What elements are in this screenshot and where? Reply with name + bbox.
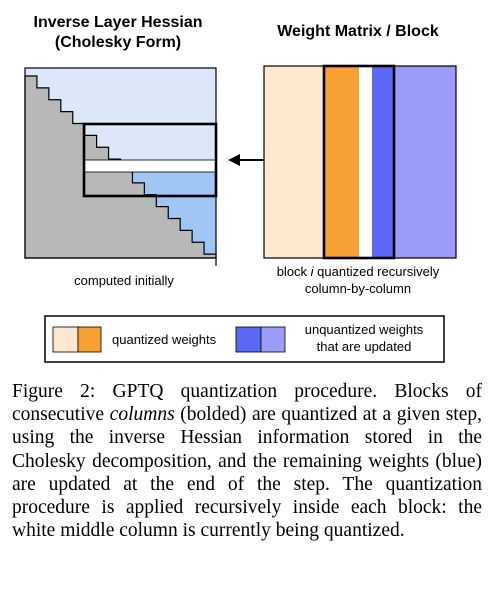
- figure-caption: Figure 2: GPTQ quantization procedure. B…: [12, 381, 482, 542]
- gptq-diagram: Inverse Layer Hessian (Cholesky Form) We…: [24, 14, 457, 363]
- weight-caption-line2: column-by-column: [305, 281, 411, 296]
- hessian-frame: [24, 67, 217, 259]
- hessian-title-line2: (Cholesky Form): [55, 34, 181, 51]
- weight-matrix-title: Weight Matrix / Block: [277, 23, 439, 40]
- current-column: [359, 66, 372, 258]
- hessian-caption: computed initially: [74, 273, 174, 288]
- quantized-columns-light: [264, 66, 324, 258]
- legend-swatch-unquantized-light: [260, 326, 286, 353]
- legend-swatch-unquantized-dark: [235, 326, 262, 353]
- legend: quantized weights unquantized weights th…: [44, 315, 445, 363]
- legend-unquantized-line1: unquantized weights: [305, 322, 424, 337]
- legend-swatch-quantized-light: [52, 326, 79, 353]
- unquantized-columns-light: [394, 66, 456, 258]
- hessian-title-line1: Inverse Layer Hessian: [34, 14, 203, 31]
- unquantized-columns-block: [372, 66, 394, 258]
- weight-caption-line1: block i quantized recursively: [277, 264, 440, 279]
- weight-block-outline: [322, 64, 396, 260]
- weight-matrix: [263, 64, 457, 260]
- hessian-matrix: [24, 67, 218, 266]
- legend-swatch-quantized-dark: [77, 326, 102, 353]
- legend-quantized-label: quantized weights: [112, 332, 217, 347]
- hessian-current-row: [83, 159, 217, 173]
- quantized-columns-block: [324, 66, 359, 258]
- legend-unquantized-line2: that are updated: [317, 339, 412, 354]
